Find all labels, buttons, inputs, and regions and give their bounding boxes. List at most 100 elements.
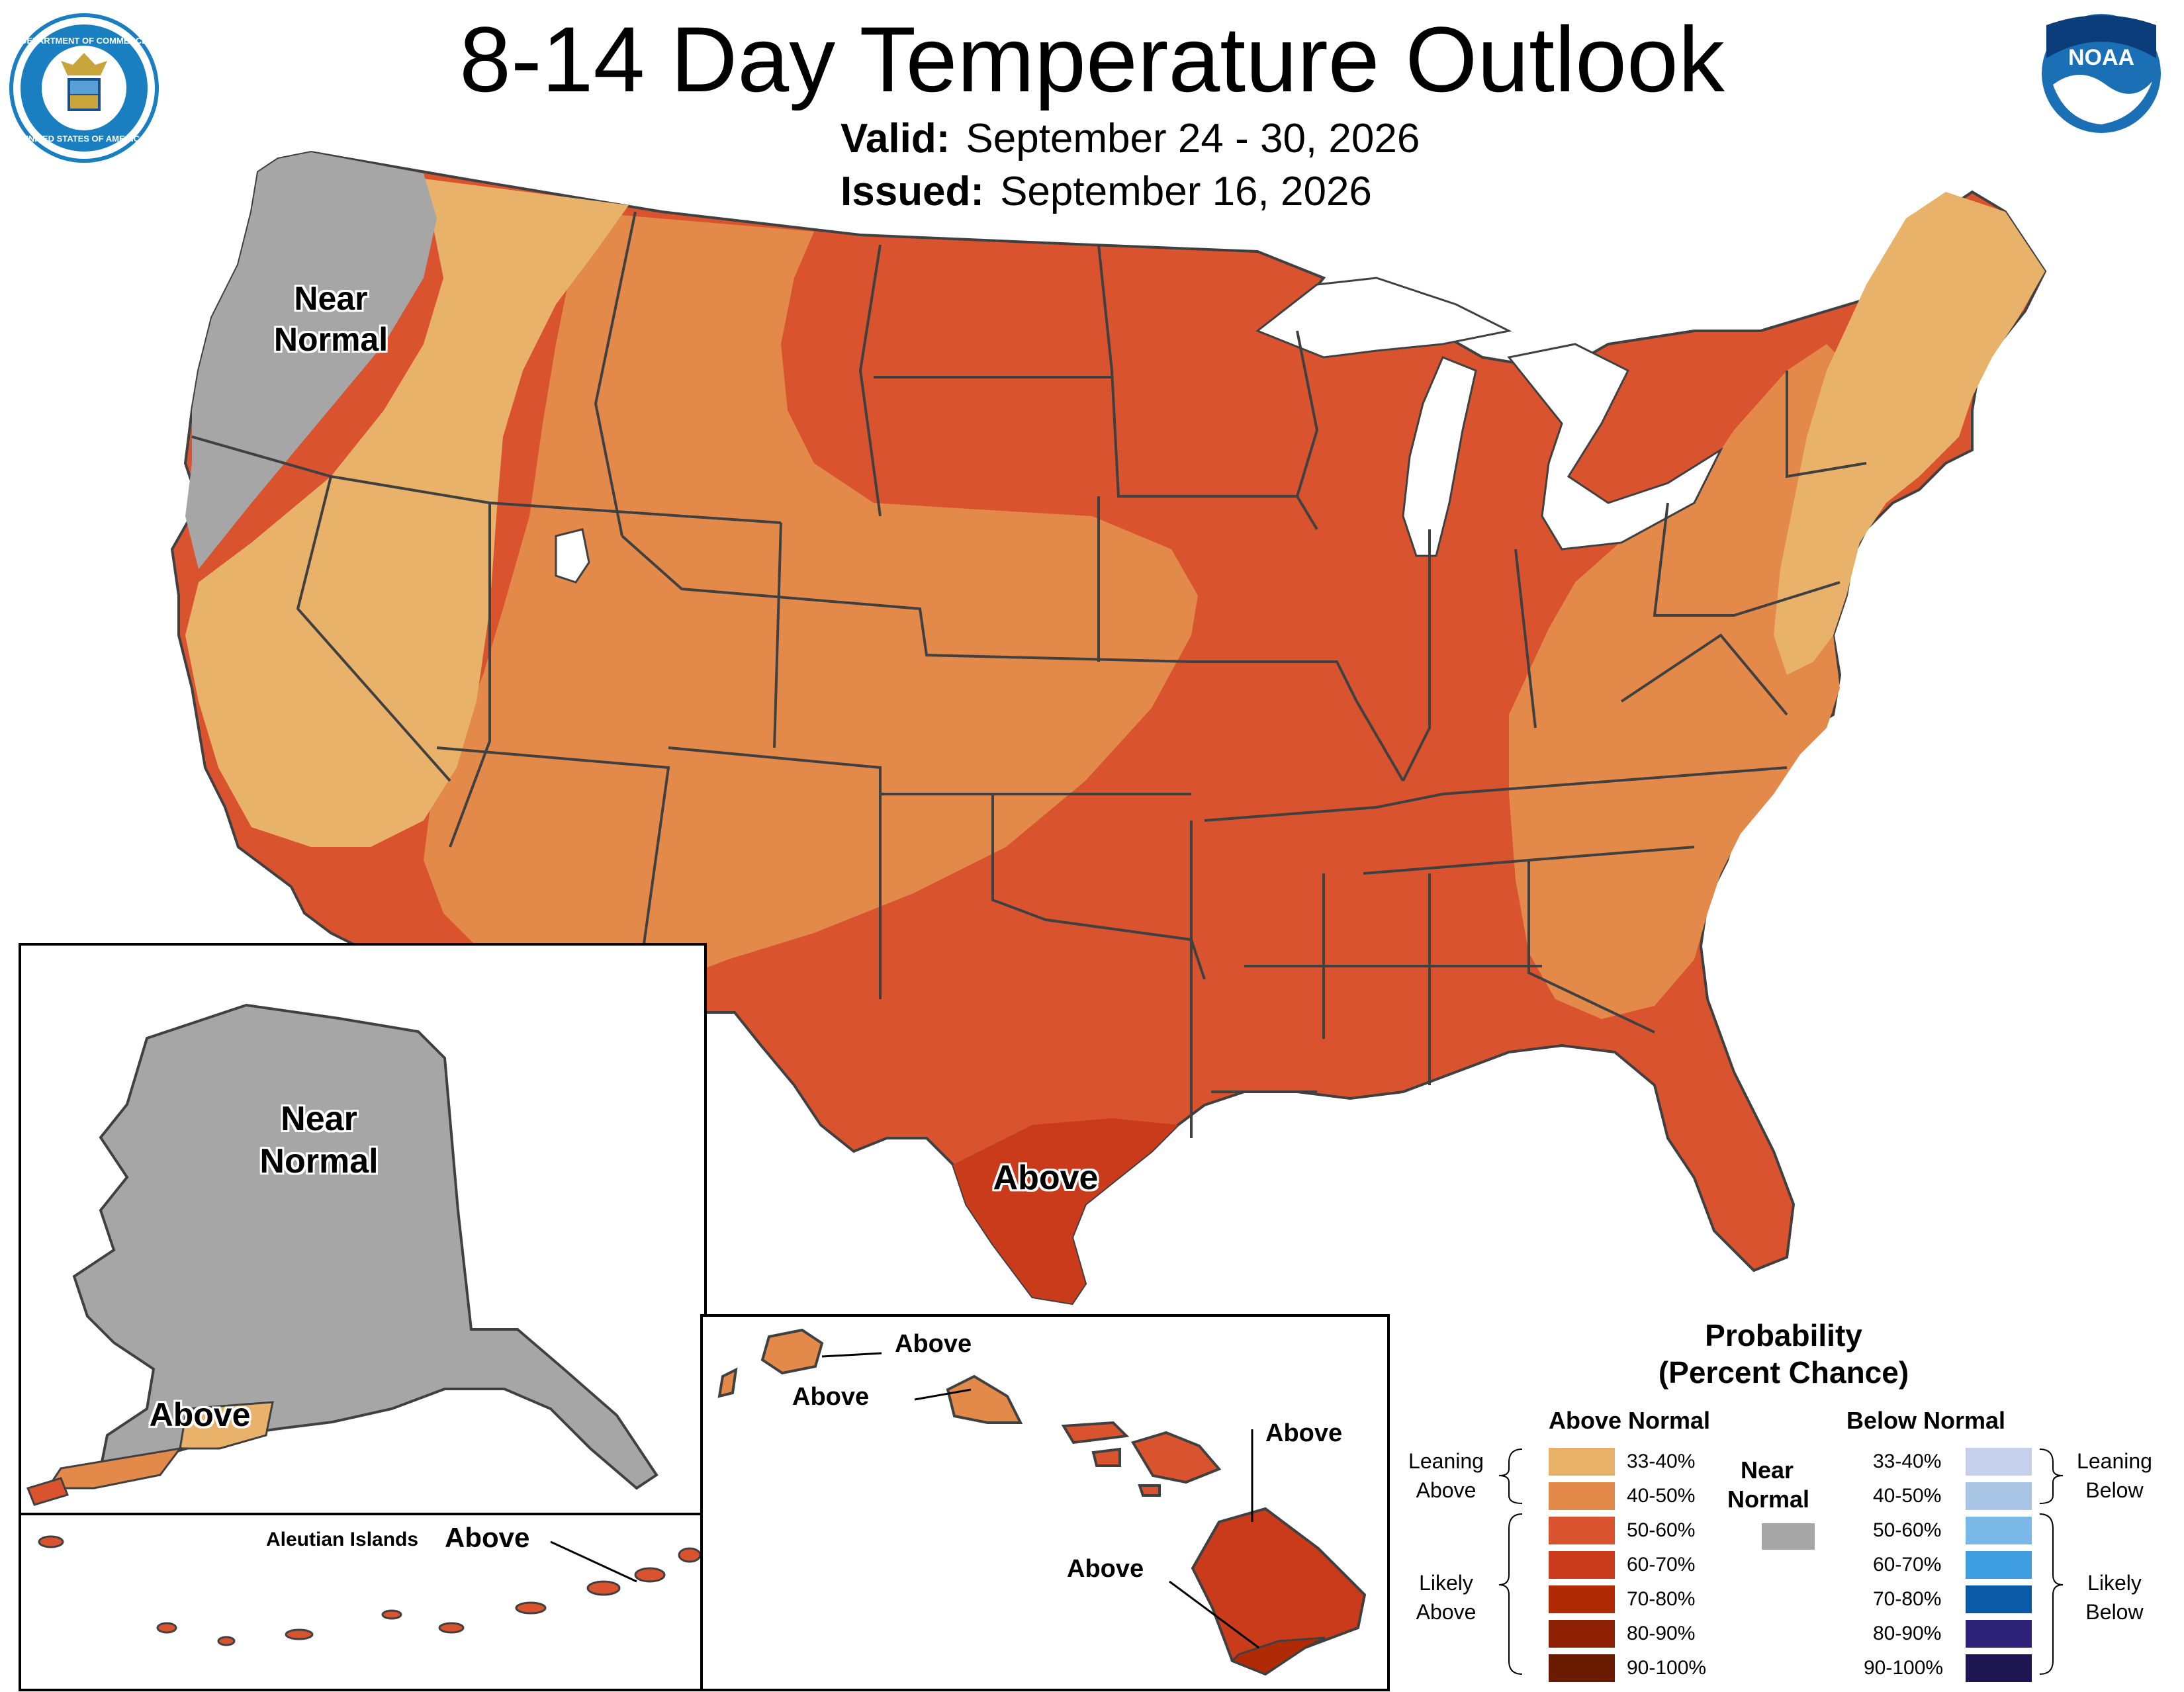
alaska-near-normal-text: Near Normal <box>259 1100 379 1180</box>
legend-below-row-3: 50-60% <box>1873 1517 2045 1547</box>
legend-swatch-below-70-80 <box>1966 1585 2032 1613</box>
legend-likely-above: Likely Above <box>1396 1568 1496 1626</box>
legend-swatch-above-40-50 <box>1549 1482 1615 1510</box>
legend-below-range-5: 70-80% <box>1873 1588 1942 1610</box>
alaska-near-normal-region <box>72 1003 659 1490</box>
legend-below-row-6: 80-90% <box>1873 1620 2045 1650</box>
legend-above-header: Above Normal <box>1549 1407 1711 1434</box>
legend-likely-below-line1: Likely <box>2087 1571 2142 1595</box>
kahoolawe-island <box>1138 1484 1161 1497</box>
legend-swatch-above-70-80 <box>1549 1585 1615 1613</box>
svg-text:NOAA: NOAA <box>2068 45 2134 70</box>
legend-above-row-5: 70-80% <box>1549 1585 1721 1616</box>
conus-above-33-40-west <box>185 179 629 847</box>
legend-swatch-below-80-90 <box>1966 1620 2032 1648</box>
niihau-island <box>717 1367 738 1398</box>
conus-near-normal-pacific-nw <box>185 152 437 569</box>
big-island-south-above-70-80 <box>1230 1636 1326 1675</box>
conus-near-normal-label: Near Normal <box>251 278 410 360</box>
lanai-island <box>1091 1447 1121 1467</box>
legend-below-range-3: 50-60% <box>1873 1519 1942 1541</box>
legend-swatch-below-40-50 <box>1966 1482 2032 1510</box>
legend-swatch-below-90-100 <box>1966 1654 2032 1682</box>
legend-above-row-1: 33-40% <box>1549 1448 1721 1478</box>
conus-near-normal-text: Near Normal <box>273 280 388 358</box>
legend-swatch-above-33-40 <box>1549 1448 1615 1476</box>
noaa-logo-icon: NOAA <box>2042 14 2161 133</box>
legend-likely-below: Likely Below <box>2065 1568 2164 1626</box>
legend-swatch-above-60-70 <box>1549 1551 1615 1579</box>
legend-above-range-5: 70-80% <box>1627 1588 1696 1610</box>
legend-below-range-4: 60-70% <box>1873 1554 1942 1576</box>
legend-above-row-2: 40-50% <box>1549 1482 1721 1513</box>
conus-above-33-40-northeast <box>1774 192 2045 675</box>
hawaii-maui-above-label: Above <box>1265 1419 1343 1447</box>
hawaii-kauai-above-label: Above <box>895 1330 972 1358</box>
legend-above-range-2: 40-50% <box>1627 1485 1696 1507</box>
aleutian-map <box>38 1535 702 1646</box>
legend-swatch-near-normal <box>1762 1523 1815 1550</box>
legend-title-line1: Probability <box>1705 1318 1862 1353</box>
alaska-above-50-60 <box>26 1477 69 1506</box>
legend-leaning-above-line1: Leaning <box>1408 1449 1484 1473</box>
legend-leaning-above-line2: Above <box>1416 1478 1477 1502</box>
valid-dates: September 24 - 30, 2026 <box>966 116 1420 161</box>
kauai-island <box>760 1328 824 1375</box>
hawaii-oahu-above-label: Above <box>792 1383 870 1411</box>
conus-above-label: Above <box>993 1159 1099 1197</box>
legend-leaning-below-line1: Leaning <box>2077 1449 2152 1473</box>
oahu-island <box>946 1374 1023 1424</box>
legend-above-braces <box>1498 1448 1523 1675</box>
legend-near-line2: Normal <box>1727 1486 1810 1513</box>
alaska-above-label: Above <box>149 1396 251 1433</box>
alaska-map <box>26 1003 659 1506</box>
valid-line: Valid: September 24 - 30, 2026 <box>841 112 1420 165</box>
issued-line: Issued: September 16, 2026 <box>841 165 1372 218</box>
maui-island <box>1130 1431 1222 1484</box>
hawaii-big-island-above-label: Above <box>1067 1555 1144 1583</box>
legend-below-braces <box>2039 1448 2064 1675</box>
legend-leaning-above: Leaning Above <box>1396 1447 1496 1505</box>
svg-text:UNITED STATES OF AMERICA: UNITED STATES OF AMERICA <box>23 134 146 144</box>
legend-above-range-1: 33-40% <box>1627 1450 1696 1472</box>
legend-swatch-below-60-70 <box>1966 1551 2032 1579</box>
hawaii-map <box>717 1328 1367 1676</box>
legend-above-row-6: 80-90% <box>1549 1620 1721 1650</box>
legend-below-row-2: 40-50% <box>1873 1482 2045 1513</box>
legend-below-row-4: 60-70% <box>1873 1551 2045 1581</box>
alaska-inset: Near Normal Above <box>19 943 707 1515</box>
legend-leaning-below: Leaning Below <box>2065 1447 2164 1505</box>
legend-below-header: Below Normal <box>1846 1407 2006 1434</box>
legend-below-range-6: 80-90% <box>1873 1623 1942 1644</box>
svg-text:DEPARTMENT OF COMMERCE: DEPARTMENT OF COMMERCE <box>21 36 148 46</box>
legend-below-range-7: 90-100% <box>1864 1657 1944 1679</box>
legend-above-range-3: 50-60% <box>1627 1519 1696 1541</box>
commerce-seal-icon: DEPARTMENT OF COMMERCE UNITED STATES OF … <box>9 13 159 163</box>
legend-likely-above-line1: Likely <box>1419 1571 1473 1595</box>
issued-date: September 16, 2026 <box>1000 169 1372 214</box>
legend-above-range-7: 90-100% <box>1627 1657 1707 1679</box>
aleutian-islands <box>38 1535 702 1646</box>
legend-above-row-3: 50-60% <box>1549 1517 1721 1547</box>
legend-below-row-7: 90-100% <box>1864 1654 2045 1685</box>
legend-swatch-below-33-40 <box>1966 1448 2032 1476</box>
legend-swatch-below-50-60 <box>1966 1517 2032 1544</box>
legend-below-row-1: 33-40% <box>1873 1448 2045 1478</box>
legend-above-row-4: 60-70% <box>1549 1551 1721 1581</box>
lake-michigan <box>1402 356 1477 557</box>
valid-label: Valid: <box>841 116 950 161</box>
legend-below-row-5: 70-80% <box>1873 1585 2045 1616</box>
legend-above-row-7: 90-100% <box>1549 1654 1721 1685</box>
conus-above-40-50-east <box>1509 344 1866 1019</box>
lake-huron-erie <box>1507 343 1723 551</box>
page-title: 8-14 Day Temperature Outlook <box>459 7 1725 111</box>
alaska-above-33-40 <box>179 1401 274 1450</box>
legend-above-range-4: 60-70% <box>1627 1554 1696 1576</box>
conus-above-60-70-south-texas <box>953 1118 1178 1304</box>
legend-above-range-6: 80-90% <box>1627 1623 1696 1644</box>
legend-near-header: Near Normal <box>1727 1456 1810 1514</box>
hawaii-inset: Above Above Above Above <box>700 1314 1390 1691</box>
aleutian-islands-label: Aleutian Islands <box>266 1529 419 1550</box>
legend-leaning-below-line2: Below <box>2085 1478 2144 1502</box>
legend-below-range-1: 33-40% <box>1873 1450 1942 1472</box>
